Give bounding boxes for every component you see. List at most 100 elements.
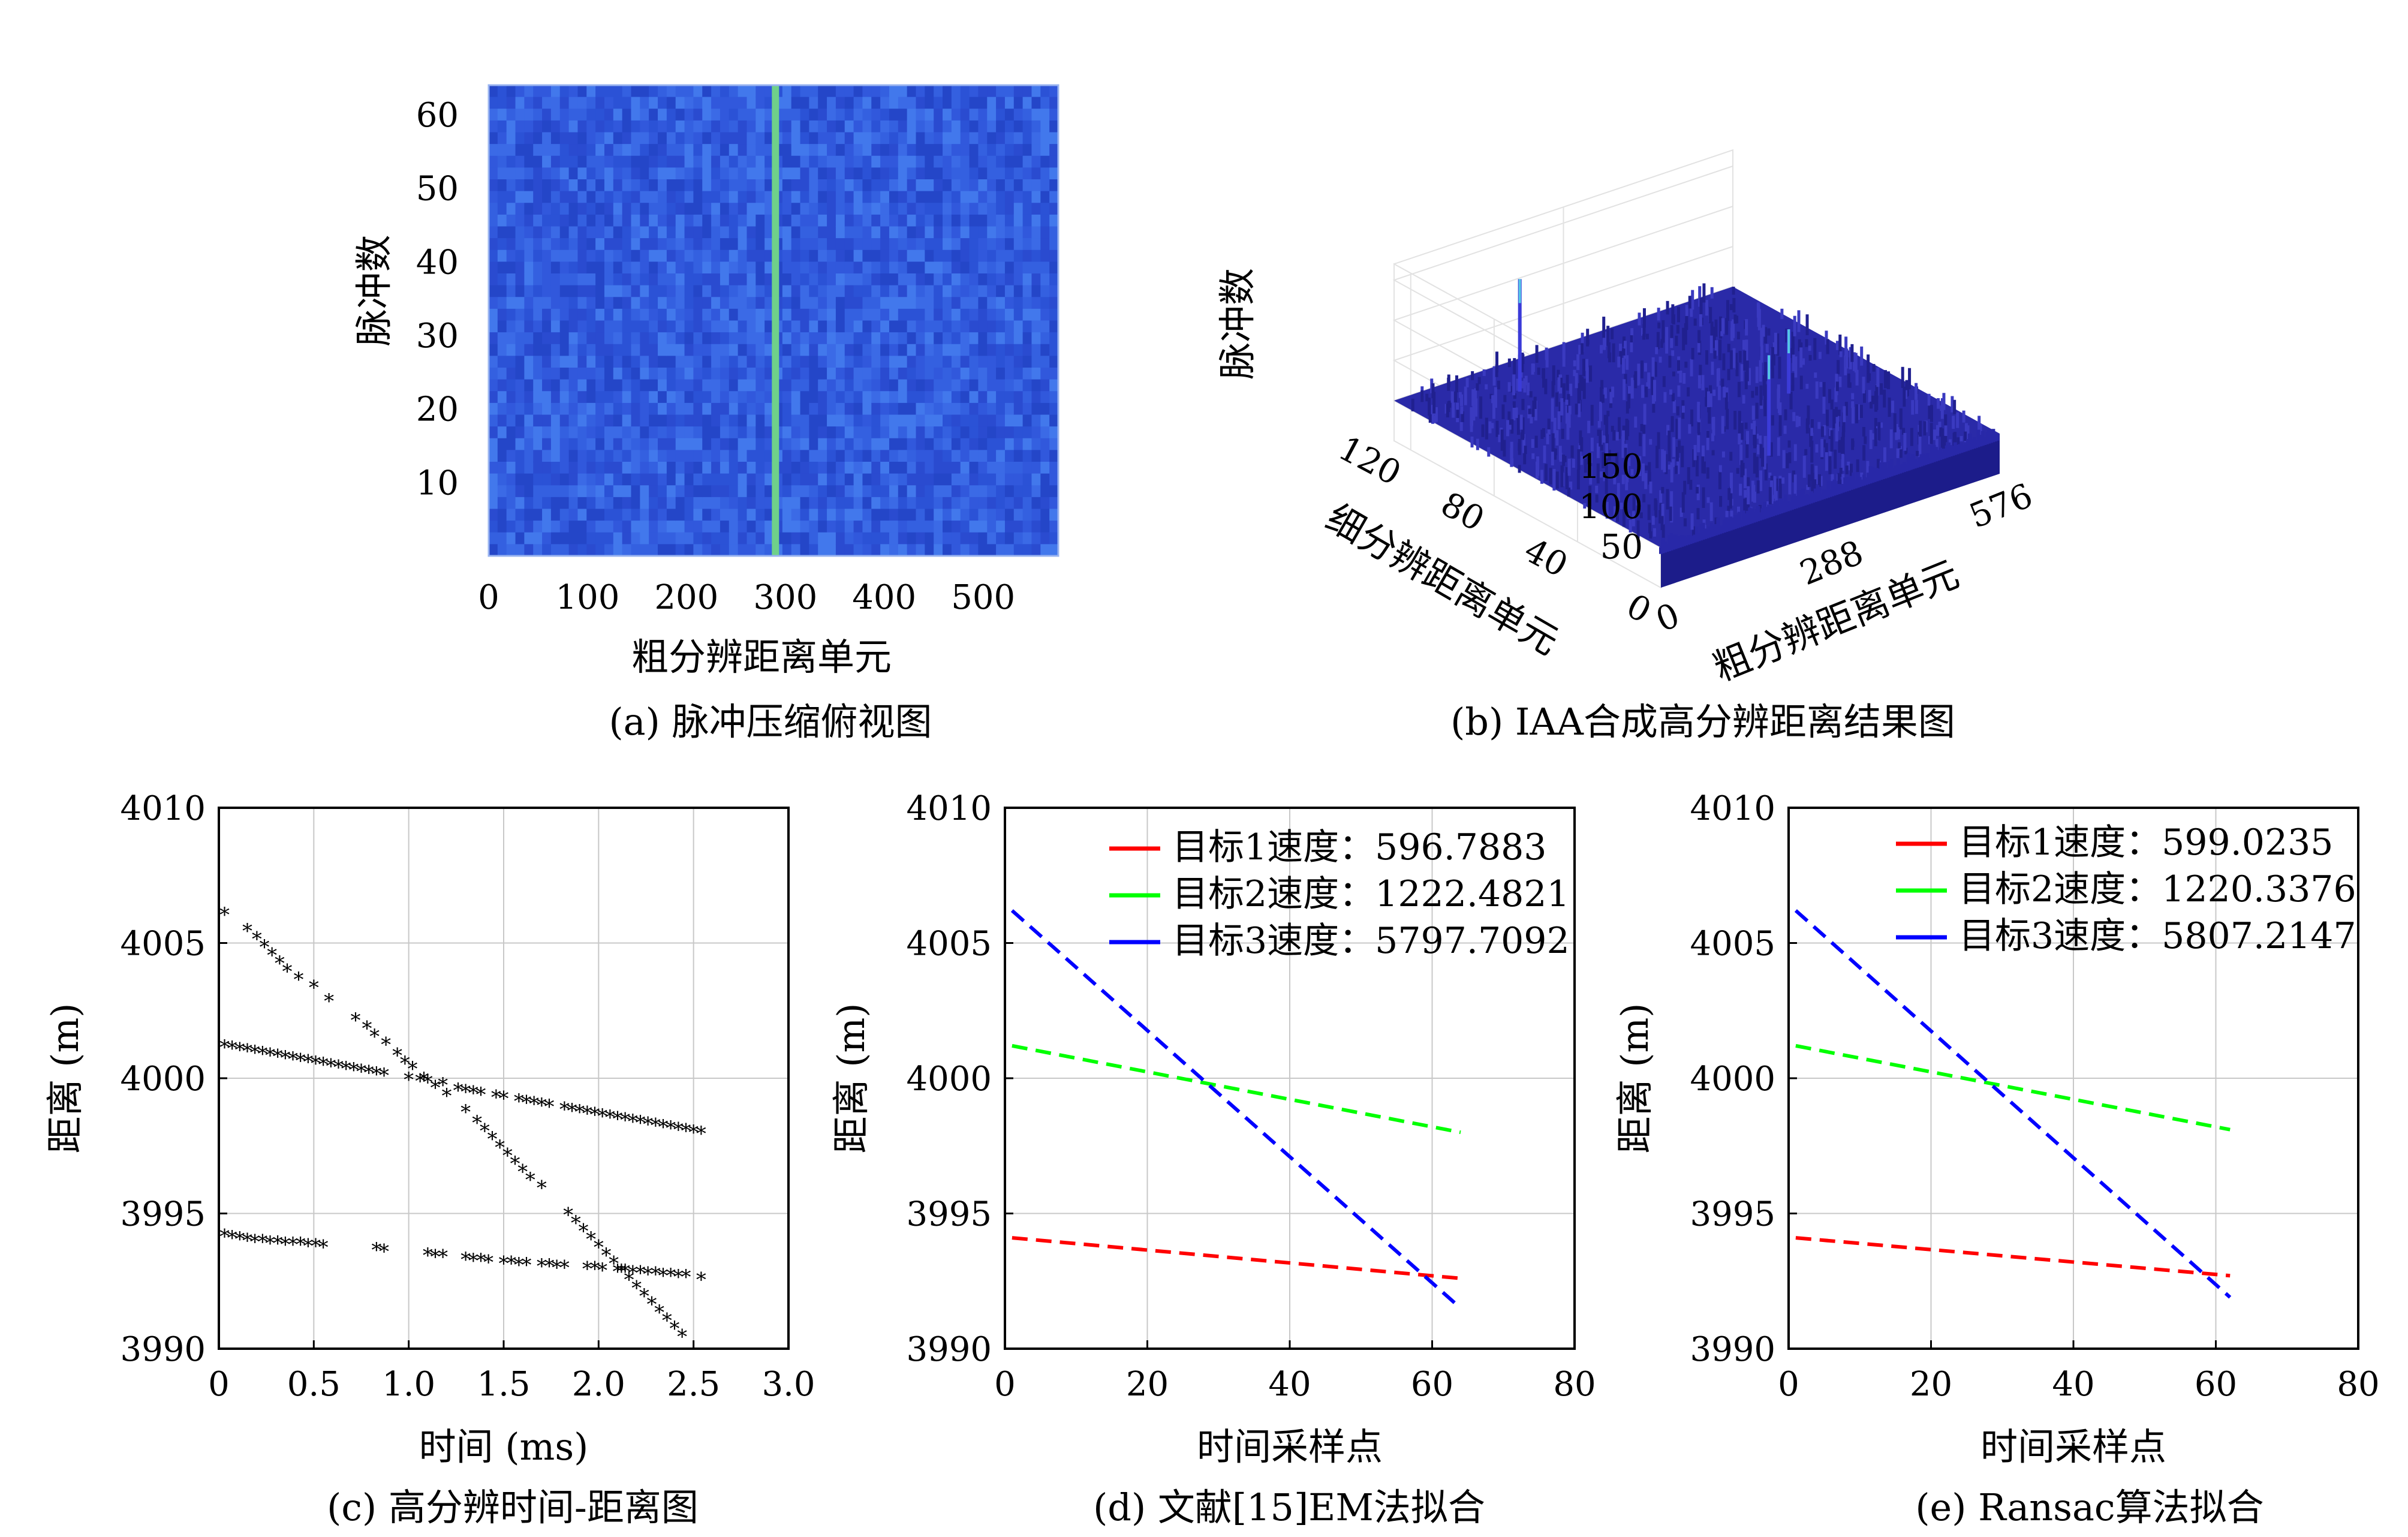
a-heatmap-cell bbox=[577, 426, 587, 439]
a-heatmap-cell bbox=[782, 297, 792, 309]
a-heatmap-cell bbox=[782, 368, 792, 380]
a-heatmap-cell bbox=[916, 308, 925, 321]
a-heatmap-cell bbox=[969, 368, 979, 380]
a-heatmap-cell bbox=[738, 132, 748, 145]
c-series1-point: * bbox=[326, 1054, 336, 1078]
a-heatmap-cell bbox=[764, 402, 774, 416]
a-heatmap-cell bbox=[755, 120, 765, 133]
a-heatmap-cell bbox=[889, 532, 899, 545]
a-heatmap-cell bbox=[1022, 532, 1033, 545]
a-heatmap-cell bbox=[880, 155, 890, 168]
a-heatmap-cell bbox=[711, 203, 721, 215]
a-xlabel: 粗分辨距离单元 bbox=[631, 635, 892, 679]
a-heatmap-cell bbox=[577, 485, 587, 498]
a-heatmap-cell bbox=[666, 497, 676, 510]
a-heatmap-cell bbox=[853, 497, 863, 510]
a-heatmap-cell bbox=[987, 203, 997, 215]
a-heatmap-cell bbox=[844, 544, 854, 557]
a-heatmap-cell bbox=[1022, 109, 1033, 121]
a-heatmap-cell bbox=[684, 344, 694, 356]
a-heatmap-cell bbox=[702, 497, 712, 510]
c-series1-point: * bbox=[371, 1063, 381, 1087]
c-series1-point: * bbox=[438, 1073, 448, 1097]
a-heatmap-cell bbox=[658, 521, 667, 533]
a-heatmap-cell bbox=[978, 179, 988, 192]
a-heatmap-cell bbox=[1004, 379, 1015, 392]
a-heatmap-cell bbox=[568, 356, 579, 368]
a-heatmap-cell bbox=[747, 509, 756, 521]
a-heatmap-cell bbox=[791, 521, 801, 533]
a-heatmap-cell bbox=[898, 109, 908, 121]
a-heatmap-cell bbox=[764, 379, 774, 392]
a-heatmap-cell bbox=[1049, 261, 1059, 274]
a-heatmap-cell bbox=[613, 485, 623, 498]
a-heatmap-cell bbox=[996, 379, 1006, 392]
a-heatmap-cell bbox=[649, 261, 658, 274]
a-heatmap-cell bbox=[791, 402, 801, 416]
a-heatmap-cell bbox=[524, 120, 534, 133]
a-heatmap-cell bbox=[1031, 391, 1041, 404]
a-heatmap-cell bbox=[666, 344, 676, 356]
a-heatmap-cell bbox=[943, 132, 952, 145]
a-heatmap-cell bbox=[738, 308, 748, 321]
a-heatmap-cell bbox=[524, 379, 534, 392]
a-heatmap-cell bbox=[666, 402, 676, 416]
a-heatmap-cell bbox=[675, 521, 685, 533]
a-heatmap-cell bbox=[1031, 132, 1041, 145]
a-heatmap-cell bbox=[1040, 379, 1050, 392]
a-heatmap-cell bbox=[907, 85, 917, 98]
a-heatmap-cell bbox=[702, 308, 712, 321]
a-heatmap-cell bbox=[907, 332, 917, 345]
a-heatmap-cell bbox=[720, 285, 730, 297]
a-heatmap-cell bbox=[1004, 438, 1015, 450]
a-heatmap-cell bbox=[934, 297, 943, 309]
caption-e: (e) Ransac算法拟合 bbox=[1915, 1485, 2263, 1529]
a-heatmap-cell bbox=[747, 462, 756, 474]
a-heatmap-cell bbox=[871, 238, 881, 251]
a-heatmap-cell bbox=[640, 379, 649, 392]
a-heatmap-cell bbox=[506, 391, 516, 404]
a-heatmap-cell bbox=[925, 356, 934, 368]
a-heatmap-cell bbox=[550, 261, 561, 274]
a-heatmap-cell bbox=[898, 120, 908, 133]
a-heatmap-cell bbox=[729, 226, 739, 239]
a-heatmap-cell bbox=[916, 167, 925, 180]
a-heatmap-cell bbox=[586, 144, 596, 157]
a-heatmap-cell bbox=[880, 473, 890, 486]
a-heatmap-cell bbox=[969, 320, 979, 333]
a-heatmap-cell bbox=[631, 132, 640, 145]
c-series2-point: * bbox=[651, 1263, 661, 1287]
a-heatmap-cell bbox=[809, 120, 818, 133]
a-heatmap-cell bbox=[595, 85, 605, 98]
a-heatmap-cell bbox=[559, 261, 570, 274]
a-heatmap-cell bbox=[550, 497, 561, 510]
a-heatmap-cell bbox=[960, 109, 970, 121]
a-heatmap-cell bbox=[1013, 473, 1024, 486]
a-heatmap-cell bbox=[1049, 179, 1059, 192]
a-heatmap-cell bbox=[666, 120, 676, 133]
a-heatmap-cell bbox=[542, 344, 552, 356]
a-heatmap-cell bbox=[640, 450, 649, 462]
a-heatmap-cell bbox=[898, 544, 908, 557]
a-heatmap-cell bbox=[497, 109, 507, 121]
a-heatmap-cell bbox=[809, 273, 818, 286]
a-heatmap-cell bbox=[1004, 167, 1015, 180]
a-heatmap-cell bbox=[969, 532, 979, 545]
a-heatmap-cell bbox=[595, 261, 605, 274]
a-heatmap-cell bbox=[577, 226, 587, 239]
a-heatmap-cell bbox=[684, 109, 694, 121]
a-heatmap-cell bbox=[880, 132, 890, 145]
a-heatmap-cell bbox=[764, 368, 774, 380]
a-heatmap-cell bbox=[943, 144, 952, 157]
a-heatmap-cell bbox=[835, 179, 845, 192]
a-heatmap-cell bbox=[684, 473, 694, 486]
a-heatmap-cell bbox=[987, 509, 997, 521]
a-heatmap-cell bbox=[782, 191, 792, 203]
a-heatmap-cell bbox=[604, 179, 614, 192]
a-heatmap-cell bbox=[533, 285, 543, 297]
a-heatmap-cell bbox=[996, 285, 1006, 297]
a-heatmap-cell bbox=[827, 332, 836, 345]
a-heatmap-cell bbox=[969, 497, 979, 510]
a-heatmap-cell bbox=[925, 497, 934, 510]
a-heatmap-cell bbox=[1040, 167, 1050, 180]
